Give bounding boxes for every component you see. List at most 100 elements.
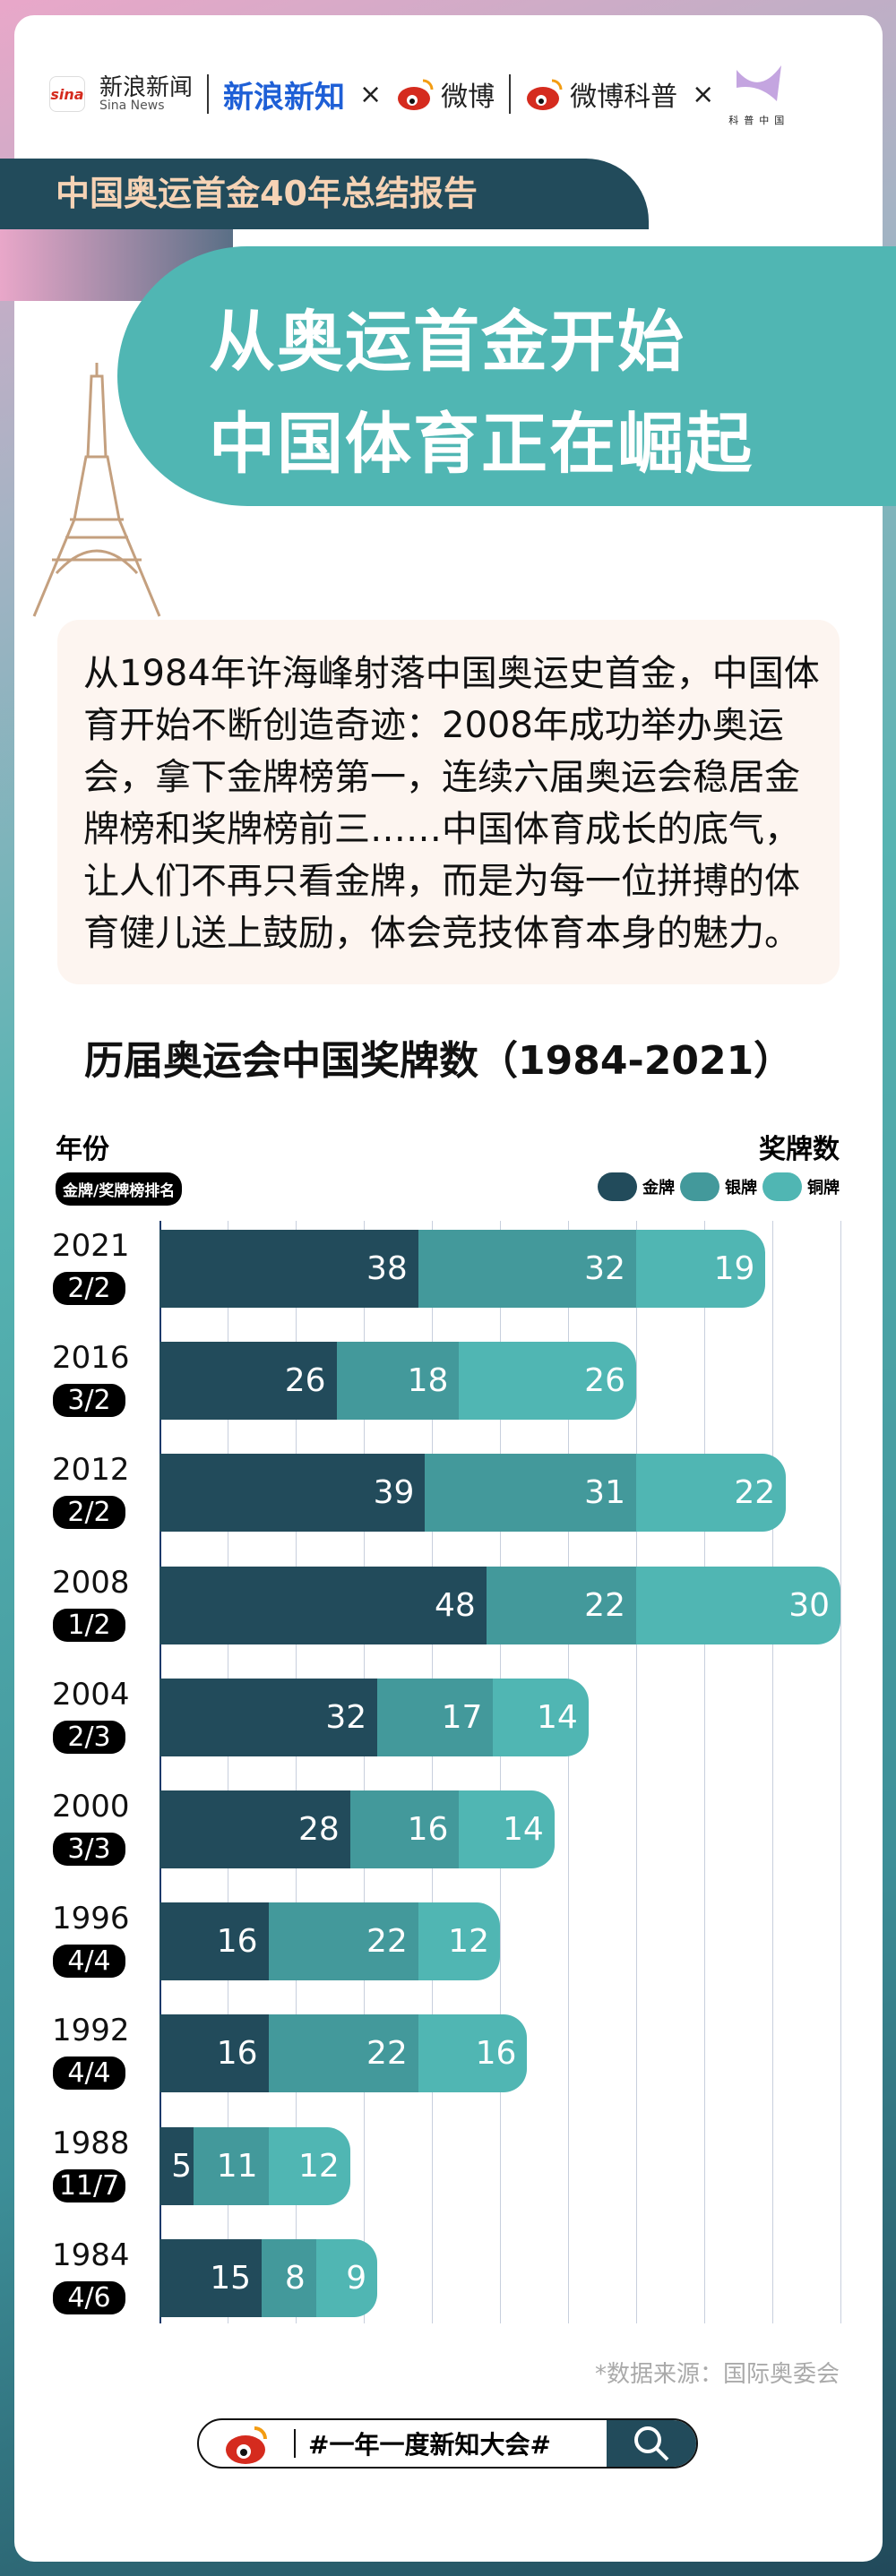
rank-badge: 4/4 xyxy=(53,2057,125,2091)
rank-badge: 2/2 xyxy=(53,1272,125,1305)
gridline xyxy=(568,1221,569,2323)
year-label: 1996 xyxy=(52,1901,130,1937)
year-label: 2012 xyxy=(52,1452,130,1489)
weibo-logo: 微博 xyxy=(396,74,495,114)
bar-segment-bronze: 19 xyxy=(636,1230,766,1308)
legend-gold: 金牌 xyxy=(642,1179,675,1198)
bar-segment-silver: 18 xyxy=(336,1342,460,1421)
bar-segment-bronze: 26 xyxy=(459,1342,636,1421)
year-label: 1988 xyxy=(52,2125,130,2161)
y-axis-label: 年份 xyxy=(56,1134,109,1165)
bar-segment-bronze: 12 xyxy=(268,2126,350,2205)
divider xyxy=(294,2429,296,2458)
weibo-icon xyxy=(226,2426,267,2464)
hashtag-text: #一年一度新知大会# xyxy=(308,2430,551,2460)
search-icon xyxy=(634,2426,669,2461)
divider xyxy=(207,74,210,114)
year-label: 2004 xyxy=(52,1676,130,1713)
bar-segment-silver: 31 xyxy=(425,1454,636,1533)
gridline xyxy=(704,1221,705,2323)
legend-swatch-silver xyxy=(680,1172,719,1201)
gridline xyxy=(772,1221,773,2323)
intro-line: 会，拿下金牌榜第一，连续六届奥运会稳居金 xyxy=(83,757,800,798)
times-sign: × xyxy=(359,78,383,110)
bar-segment-silver: 11 xyxy=(194,2126,269,2205)
legend-bronze: 铜牌 xyxy=(807,1179,840,1198)
bar-segment-gold: 16 xyxy=(159,2014,269,2093)
year-label: 1992 xyxy=(52,2013,130,2049)
bar-segment-gold: 48 xyxy=(159,1566,487,1644)
weibo-kepu-logo: 微博科普 xyxy=(525,74,677,114)
rank-badge: 3/2 xyxy=(53,1384,125,1418)
bar-segment-silver: 22 xyxy=(268,2014,418,2093)
bar-segment-silver: 32 xyxy=(418,1230,636,1308)
bar-segment-silver: 17 xyxy=(377,1678,494,1756)
times-sign: × xyxy=(692,78,715,110)
chart-title: 历届奥运会中国奖牌数（1984-2021） xyxy=(84,1038,794,1084)
bar-segment-bronze: 30 xyxy=(636,1566,840,1644)
bar-segment-gold: 38 xyxy=(159,1230,418,1308)
bar-segment-gold: 15 xyxy=(159,2238,262,2317)
intro-line: 牌榜和奖牌榜前三……中国体育成长的底气， xyxy=(83,809,800,850)
hero-block xyxy=(117,246,896,506)
xinlang-xinzhi-logo: 新浪新知 xyxy=(223,79,346,116)
intro-line: 从1984年许海峰射落中国奥运史首金，中国体 xyxy=(83,653,820,694)
sina-news-logo: 新浪新闻 Sina News xyxy=(99,76,193,112)
kepu-wave-icon xyxy=(737,65,782,101)
bar-segment-bronze: 14 xyxy=(493,1678,589,1756)
rank-badge: 2/3 xyxy=(53,1720,125,1754)
search-button[interactable] xyxy=(607,2420,696,2467)
legend: 金牌 银牌 铜牌 xyxy=(598,1172,840,1201)
weibo-icon xyxy=(398,79,434,110)
sina-mark: sina xyxy=(50,85,84,103)
bar-segment-gold: 39 xyxy=(159,1454,426,1533)
year-label: 2008 xyxy=(52,1564,130,1601)
kepu-china-text: 科普中国 xyxy=(728,115,790,126)
partner-logos: sina 新浪新闻 Sina News 新浪新知 × 微博 微博科普 × 科普中… xyxy=(49,61,856,127)
gridline xyxy=(432,1221,433,2323)
gridline xyxy=(364,1221,365,2323)
hero-title-line-1: 从奥运首金开始 xyxy=(209,304,685,381)
legend-swatch-gold xyxy=(598,1172,637,1201)
weibo-icon xyxy=(527,79,563,110)
gridline xyxy=(500,1221,501,2323)
sina-news-cn: 新浪新闻 xyxy=(99,74,194,101)
intro-line: 育开始不断创造奇迹：2008年成功举办奥运 xyxy=(83,705,784,746)
rank-badge: 4/4 xyxy=(53,1945,125,1979)
bar-segment-gold: 26 xyxy=(159,1342,337,1421)
bar-segment-gold: 32 xyxy=(159,1678,378,1756)
hashtag-search-bar[interactable]: #一年一度新知大会# xyxy=(197,2418,698,2469)
bar-segment-bronze: 12 xyxy=(418,1902,500,1981)
bar-segment-bronze: 16 xyxy=(418,2014,528,2093)
rank-badge: 11/7 xyxy=(53,2168,125,2202)
kepu-china-logo: 科普中国 xyxy=(728,61,789,127)
legend-swatch-bronze xyxy=(762,1172,802,1201)
gridline xyxy=(636,1221,637,2323)
weibo-kepu-text: 微博科普 xyxy=(570,82,678,113)
sina-logo: sina xyxy=(49,76,85,112)
bar-segment-gold: 16 xyxy=(159,1902,269,1981)
rank-badge: 2/2 xyxy=(53,1496,125,1530)
rank-badge: 3/3 xyxy=(53,1833,125,1866)
y-axis-line xyxy=(159,1221,161,2323)
year-label: 1984 xyxy=(52,2237,130,2273)
gridline xyxy=(296,1221,297,2323)
legend-silver: 银牌 xyxy=(725,1179,757,1198)
bar-segment-silver: 8 xyxy=(262,2238,316,2317)
year-label: 2000 xyxy=(52,1789,130,1825)
weibo-text: 微博 xyxy=(441,82,495,113)
intro-line: 让人们不再只看金牌，而是为每一位拼搏的体 xyxy=(83,861,800,902)
x-axis-label: 奖牌数 xyxy=(759,1134,840,1165)
intro-line: 育健儿送上鼓励，体会竞技体育本身的魅力。 xyxy=(83,913,800,954)
bar-segment-gold: 5 xyxy=(159,2126,194,2205)
hero-title-line-2: 中国体育正在崛起 xyxy=(209,406,754,483)
sina-news-en: Sina News xyxy=(99,99,165,113)
bar-segment-bronze: 9 xyxy=(315,2238,378,2317)
bar-segment-bronze: 14 xyxy=(459,1790,555,1868)
bar-segment-silver: 22 xyxy=(486,1566,636,1644)
bar-segment-silver: 22 xyxy=(268,1902,418,1981)
rank-badge: 4/6 xyxy=(53,2280,125,2314)
bar-segment-silver: 16 xyxy=(349,1790,460,1868)
year-label: 2021 xyxy=(52,1228,130,1264)
rank-badge: 1/2 xyxy=(53,1608,125,1642)
